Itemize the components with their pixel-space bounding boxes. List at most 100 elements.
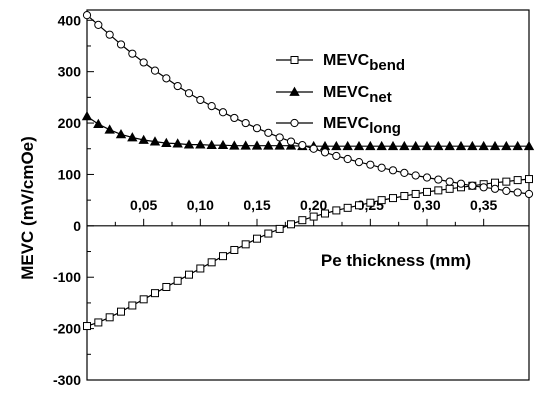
- data-point-bend: [309, 212, 318, 221]
- data-point-bend: [298, 216, 307, 225]
- data-point-net: [376, 140, 387, 151]
- data-point-bend: [151, 289, 159, 298]
- plot-frame: [86, 9, 530, 381]
- series-layer: [81, 11, 535, 331]
- data-point-net: [433, 140, 444, 151]
- series-line-long: [86, 14, 530, 195]
- legend-label-long: MEVClong: [323, 115, 401, 137]
- data-point-net: [387, 140, 399, 151]
- data-point-bend: [321, 209, 329, 218]
- data-point-net: [512, 140, 523, 151]
- data-point-bend: [162, 282, 171, 291]
- data-point-long: [445, 177, 454, 186]
- data-point-net: [81, 111, 93, 121]
- data-point-net: [93, 118, 104, 128]
- data-point-net: [138, 134, 149, 144]
- data-point-long: [422, 173, 432, 182]
- data-point-bend: [83, 322, 91, 331]
- data-point-long: [264, 128, 273, 137]
- data-point-long: [411, 171, 420, 180]
- legend-marker-bend: [290, 56, 299, 64]
- data-point-long: [366, 160, 375, 169]
- data-point-net: [217, 139, 229, 150]
- data-point-bend: [434, 186, 443, 195]
- series-long: [82, 11, 534, 199]
- data-point-bend: [196, 264, 205, 273]
- data-point-long: [343, 154, 352, 164]
- data-point-bend: [332, 206, 341, 215]
- data-point-long: [82, 11, 92, 20]
- legend: MEVCbend MEVCnet MEVClong: [276, 52, 405, 137]
- y-tick-label: -200: [53, 321, 81, 337]
- data-point-long: [207, 101, 216, 111]
- data-point-net: [365, 140, 376, 151]
- data-point-net: [274, 140, 285, 150]
- legend-label-bend: MEVCbend: [323, 52, 405, 74]
- data-point-long: [139, 58, 148, 67]
- data-point-bend: [445, 184, 454, 193]
- x-tick-label: 0,30: [413, 197, 440, 213]
- data-point-net: [229, 140, 240, 150]
- data-point-long: [502, 186, 511, 195]
- data-point-long: [128, 49, 137, 58]
- data-point-net: [421, 140, 433, 151]
- x-axis-title: Pe thickness (mm): [321, 251, 471, 270]
- data-point-bend: [400, 192, 409, 201]
- data-point-bend: [105, 313, 114, 322]
- data-point-bend: [377, 196, 386, 205]
- data-point-bend: [287, 220, 295, 229]
- data-point-net: [478, 140, 489, 151]
- data-point-bend: [139, 295, 148, 304]
- data-point-net: [183, 139, 195, 149]
- data-point-bend: [207, 258, 216, 267]
- data-point-long: [524, 189, 534, 199]
- data-point-bend: [241, 240, 250, 249]
- data-point-net: [195, 139, 206, 149]
- data-point-bend: [502, 177, 511, 186]
- series-line-net: [86, 115, 529, 147]
- data-point-net: [353, 140, 365, 151]
- data-point-net: [127, 132, 138, 142]
- series-net: [81, 111, 535, 151]
- y-tick-label: -300: [53, 372, 81, 388]
- legend-marker-long: [290, 118, 299, 128]
- y-tick-label: 200: [58, 115, 82, 131]
- data-point-bend: [185, 270, 193, 279]
- data-point-long: [241, 118, 250, 128]
- legend-marker-net: [289, 86, 300, 96]
- legend-label-net: MEVCnet: [323, 84, 392, 106]
- y-tick-label: 100: [58, 166, 82, 182]
- data-point-long: [184, 89, 194, 98]
- data-point-long: [468, 181, 477, 190]
- data-point-long: [309, 144, 318, 153]
- data-point-long: [332, 151, 341, 161]
- data-point-net: [161, 137, 172, 147]
- data-point-bend: [389, 194, 397, 203]
- data-point-net: [444, 140, 455, 151]
- data-point-bend: [219, 252, 227, 261]
- data-point-net: [206, 139, 217, 150]
- data-point-net: [149, 136, 161, 146]
- data-point-long: [230, 113, 239, 123]
- data-point-net: [410, 140, 421, 151]
- data-point-net: [240, 140, 251, 150]
- y-tick-label: -100: [53, 269, 81, 285]
- data-point-net: [399, 140, 410, 151]
- data-point-net: [172, 138, 183, 148]
- data-point-net: [115, 129, 127, 139]
- series-line-bend: [86, 178, 530, 327]
- data-point-long: [116, 40, 126, 49]
- x-tick-label: 0,10: [187, 197, 214, 213]
- data-point-long: [162, 74, 171, 83]
- data-point-bend: [275, 224, 284, 233]
- data-point-long: [490, 184, 500, 193]
- data-point-net: [104, 124, 115, 134]
- data-point-long: [218, 108, 228, 117]
- data-point-net: [455, 140, 467, 151]
- data-point-long: [94, 20, 103, 30]
- data-point-long: [377, 163, 386, 172]
- data-point-bend: [343, 203, 352, 212]
- data-point-bend: [230, 245, 239, 254]
- data-point-net: [251, 140, 263, 150]
